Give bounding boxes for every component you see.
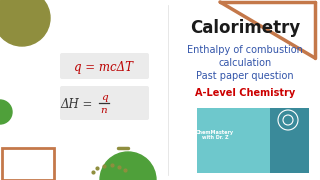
FancyBboxPatch shape: [197, 108, 309, 173]
Text: ΔH =: ΔH =: [60, 98, 96, 111]
Text: Past paper question: Past paper question: [196, 71, 294, 81]
FancyBboxPatch shape: [60, 53, 149, 79]
FancyBboxPatch shape: [60, 86, 149, 120]
Wedge shape: [0, 100, 12, 124]
Text: q: q: [101, 93, 107, 102]
Text: Enthalpy of combustion: Enthalpy of combustion: [187, 45, 303, 55]
Wedge shape: [100, 152, 156, 180]
Bar: [2, 148, 54, 180]
Text: calculation: calculation: [218, 58, 272, 68]
FancyBboxPatch shape: [270, 108, 309, 173]
Text: q = mcΔT: q = mcΔT: [75, 60, 133, 73]
Circle shape: [0, 0, 50, 46]
Text: n: n: [101, 105, 107, 114]
Text: Calorimetry: Calorimetry: [190, 19, 300, 37]
Text: A-Level Chemistry: A-Level Chemistry: [195, 88, 295, 98]
Text: ChemMastery
with Dr. Z: ChemMastery with Dr. Z: [196, 130, 234, 140]
